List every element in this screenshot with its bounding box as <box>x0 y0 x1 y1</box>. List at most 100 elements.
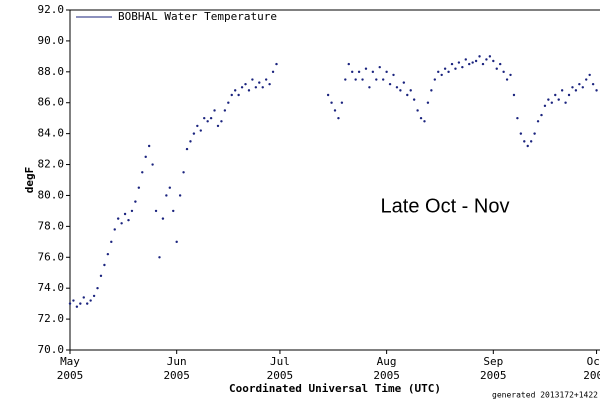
data-point <box>158 256 161 259</box>
x-tick-label: May 2005 <box>57 355 84 382</box>
data-point <box>92 294 96 298</box>
data-point <box>375 78 378 81</box>
data-point <box>213 109 216 112</box>
data-point <box>130 209 134 213</box>
data-point <box>488 55 492 58</box>
data-point <box>564 101 567 104</box>
data-point <box>385 70 388 74</box>
data-point <box>333 109 337 112</box>
annotation: Late Oct - Nov <box>381 195 510 217</box>
data-point <box>474 59 478 63</box>
data-point <box>529 140 533 143</box>
data-point <box>351 70 354 74</box>
data-point <box>368 86 371 89</box>
y-tick-label: 76.0 <box>38 250 65 263</box>
data-point <box>588 73 591 77</box>
y-tick-label: 86.0 <box>38 96 65 109</box>
data-point <box>399 89 402 92</box>
data-point <box>185 147 189 151</box>
data-point <box>354 78 357 81</box>
data-point <box>79 302 82 305</box>
data-point <box>86 302 89 305</box>
data-point <box>481 62 485 66</box>
data-point <box>547 98 550 101</box>
data-point <box>147 144 151 148</box>
y-tick-label: 70.0 <box>38 343 65 356</box>
data-point <box>454 67 457 70</box>
data-point <box>209 116 213 120</box>
y-tick-label: 92.0 <box>38 3 65 16</box>
data-point <box>223 109 227 112</box>
data-point <box>450 62 454 66</box>
data-point <box>585 78 588 81</box>
data-point <box>161 217 165 220</box>
data-point <box>244 82 247 86</box>
y-tick-label: 88.0 <box>38 65 65 78</box>
data-point <box>426 101 430 104</box>
data-point <box>485 58 488 61</box>
data-point <box>254 86 258 89</box>
data-point <box>502 70 505 74</box>
data-point <box>402 81 406 84</box>
data-point <box>361 78 364 81</box>
data-point <box>505 78 509 81</box>
data-point <box>461 65 464 69</box>
data-point <box>340 101 344 104</box>
data-point <box>512 93 516 97</box>
data-point <box>364 67 368 70</box>
data-point <box>199 129 202 132</box>
data-point <box>99 274 103 278</box>
data-point <box>574 89 578 92</box>
data-point <box>182 171 185 174</box>
x-tick-label: Jun 2005 <box>163 355 190 382</box>
data-point <box>144 155 147 159</box>
data-point <box>540 113 543 117</box>
data-point <box>206 120 209 123</box>
data-point <box>192 132 196 135</box>
data-point <box>326 93 330 97</box>
data-point <box>137 186 141 189</box>
data-point <box>571 86 574 89</box>
data-point <box>464 58 467 61</box>
data-point <box>567 93 571 97</box>
data-point <box>337 116 340 120</box>
data-point <box>261 86 264 89</box>
y-tick-label: 90.0 <box>38 34 65 47</box>
data-point <box>271 70 275 74</box>
x-tick-label: Aug 2005 <box>373 355 400 382</box>
x-tick-label: Sep 2005 <box>480 355 507 382</box>
data-point <box>550 101 554 104</box>
data-point <box>423 120 426 123</box>
data-point <box>381 78 385 81</box>
data-point <box>523 140 526 143</box>
data-point <box>82 296 85 299</box>
data-point <box>154 209 158 213</box>
data-point <box>447 70 450 74</box>
data-point <box>443 67 447 70</box>
data-point <box>468 62 471 66</box>
data-point <box>230 93 233 97</box>
data-point <box>419 116 423 120</box>
data-point <box>178 194 182 197</box>
data-point <box>189 140 192 143</box>
data-point <box>406 93 409 97</box>
data-point <box>216 124 220 128</box>
data-point <box>89 299 92 302</box>
data-point <box>123 212 127 216</box>
data-point <box>412 98 416 101</box>
x-tick-label: Oct2005 <box>583 355 600 382</box>
data-point <box>581 86 584 89</box>
data-point <box>113 228 116 231</box>
y-axis-label: degF <box>23 167 36 194</box>
data-point <box>106 252 110 256</box>
data-point <box>430 89 433 92</box>
data-point <box>127 218 130 222</box>
data-point <box>220 120 223 123</box>
data-point <box>203 116 206 120</box>
data-point <box>110 240 113 244</box>
data-point <box>175 240 178 244</box>
footer: generated 2013172+1422 <box>492 391 598 400</box>
data-point <box>395 86 399 89</box>
data-point <box>526 144 529 148</box>
y-tick-label: 72.0 <box>38 312 65 325</box>
